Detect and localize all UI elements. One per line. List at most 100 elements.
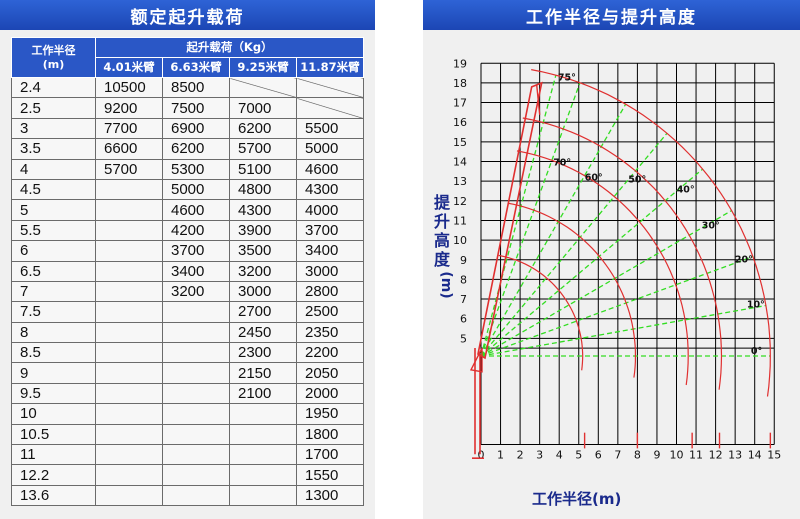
radius-cell: 6 xyxy=(11,240,96,262)
load-cell: 10500 xyxy=(95,76,163,99)
load-cell: 2100 xyxy=(229,382,297,405)
table-row: 10.5 1800 xyxy=(11,423,364,446)
x-tick-label: 10 xyxy=(670,448,684,461)
angle-label: 50° xyxy=(628,174,646,185)
load-cell: 2350 xyxy=(296,321,364,344)
y-axis-title: 升 xyxy=(434,212,450,231)
boom-header-4-01: 4.01米臂 xyxy=(95,57,163,78)
load-cell: 4300 xyxy=(296,178,364,201)
table-row: 5 4600 4300 4000 xyxy=(11,199,364,221)
load-cell: 2000 xyxy=(296,382,364,405)
load-cell: 3400 xyxy=(296,240,364,262)
load-cell: 2300 xyxy=(229,342,297,364)
load-cell xyxy=(229,423,297,446)
radius-cell: 3.5 xyxy=(11,138,96,160)
y-tick-label: 18 xyxy=(453,77,467,90)
load-cell: 1300 xyxy=(296,484,364,507)
load-table-title: 额定起升载荷 xyxy=(0,0,375,30)
load-cell: 3700 xyxy=(162,240,230,262)
load-cell xyxy=(162,342,230,364)
x-tick-label: 3 xyxy=(536,448,543,461)
x-tick-label: 2 xyxy=(517,448,524,461)
load-cell: 9200 xyxy=(95,97,163,119)
load-cell: 1800 xyxy=(296,423,364,446)
boom-reach-arc xyxy=(522,117,723,390)
y-tick-label: 6 xyxy=(460,313,467,326)
load-cell xyxy=(162,301,230,323)
boom-reach-arc xyxy=(507,202,636,378)
load-cell xyxy=(95,178,163,201)
angle-label: 0° xyxy=(751,346,762,357)
load-cell: 3900 xyxy=(229,219,297,242)
load-cell: 1950 xyxy=(296,403,364,425)
x-tick-label: 1 xyxy=(497,448,504,461)
load-cell: 3000 xyxy=(296,260,364,282)
radius-header: 工作半径 (m) xyxy=(11,37,96,78)
table-row: 7 3200 3000 2800 xyxy=(11,280,364,303)
radius-cell: 5 xyxy=(11,199,96,221)
load-cell xyxy=(95,240,163,262)
angle-label: 10° xyxy=(747,300,765,311)
angle-label: 40° xyxy=(677,184,695,195)
radius-cell: 12.2 xyxy=(11,464,96,486)
load-cell: 2150 xyxy=(229,362,297,384)
radius-height-chart: 0 1 2 3 4 5 6 7 8 9 10 11 12 13 14 15567891011121314151… xyxy=(434,57,781,508)
load-cell: 3700 xyxy=(296,219,364,242)
y-tick-label: 19 xyxy=(453,57,467,70)
load-cell xyxy=(296,76,364,99)
x-tick-label: 0 xyxy=(478,448,485,461)
load-cell: 2050 xyxy=(296,362,364,384)
chart-title: 工作半径与提升高度 xyxy=(423,0,800,30)
radius-cell: 9.5 xyxy=(11,382,96,405)
load-cell xyxy=(162,362,230,384)
load-cell xyxy=(95,301,163,323)
table-row: 2.4 10500 8500 xyxy=(11,76,364,99)
table-row: 2.5 9200 7500 7000 xyxy=(11,97,364,119)
load-cell: 3200 xyxy=(162,280,230,303)
x-tick-label: 6 xyxy=(595,448,602,461)
y-axis-title: 提 xyxy=(434,193,451,212)
load-cell xyxy=(95,199,163,221)
load-cell xyxy=(162,403,230,425)
radius-cell: 4 xyxy=(11,158,96,180)
y-axis-title: (m) xyxy=(438,271,454,298)
load-cell: 4000 xyxy=(296,199,364,221)
radius-cell: 10 xyxy=(11,403,96,425)
load-cell: 2500 xyxy=(296,301,364,323)
table-row: 6 3700 3500 3400 xyxy=(11,240,364,262)
radius-cell: 6.5 xyxy=(11,260,96,282)
y-tick-label: 8 xyxy=(460,273,467,286)
elevation-angle-line xyxy=(480,103,627,357)
angle-label: 60° xyxy=(585,172,603,183)
table-row: 6.5 3400 3200 3000 xyxy=(11,260,364,282)
load-cell: 3500 xyxy=(229,240,297,262)
load-cell xyxy=(162,444,230,466)
x-tick-label: 13 xyxy=(728,448,742,461)
load-cell xyxy=(95,260,163,282)
radius-cell: 13.6 xyxy=(11,484,96,507)
load-cell xyxy=(229,464,297,486)
load-cell xyxy=(95,403,163,425)
load-cell: 7700 xyxy=(95,117,163,140)
chart-panel xyxy=(423,30,800,519)
boom-header-9-25: 9.25米臂 xyxy=(229,57,297,78)
load-cell xyxy=(162,382,230,405)
x-axis-title: 工作半径(m) xyxy=(532,490,621,508)
boom-reach-arc xyxy=(516,150,689,386)
load-cell: 1550 xyxy=(296,464,364,486)
table-row: 4.5 5000 4800 4300 xyxy=(11,178,364,201)
table-row: 4 5700 5300 5100 4600 xyxy=(11,158,364,180)
y-tick-label: 10 xyxy=(453,234,467,247)
elevation-angle-line xyxy=(480,255,754,357)
load-cell xyxy=(95,342,163,364)
load-cell xyxy=(95,444,163,466)
radius-cell: 2.4 xyxy=(11,76,96,99)
radius-cell: 7.5 xyxy=(11,301,96,323)
load-cell xyxy=(162,464,230,486)
y-tick-label: 5 xyxy=(460,332,467,345)
load-cell: 2450 xyxy=(229,321,297,344)
load-cell xyxy=(95,464,163,486)
table-row: 9 2150 2050 xyxy=(11,362,364,384)
load-cell: 5500 xyxy=(296,117,364,140)
load-cell: 2200 xyxy=(296,342,364,364)
